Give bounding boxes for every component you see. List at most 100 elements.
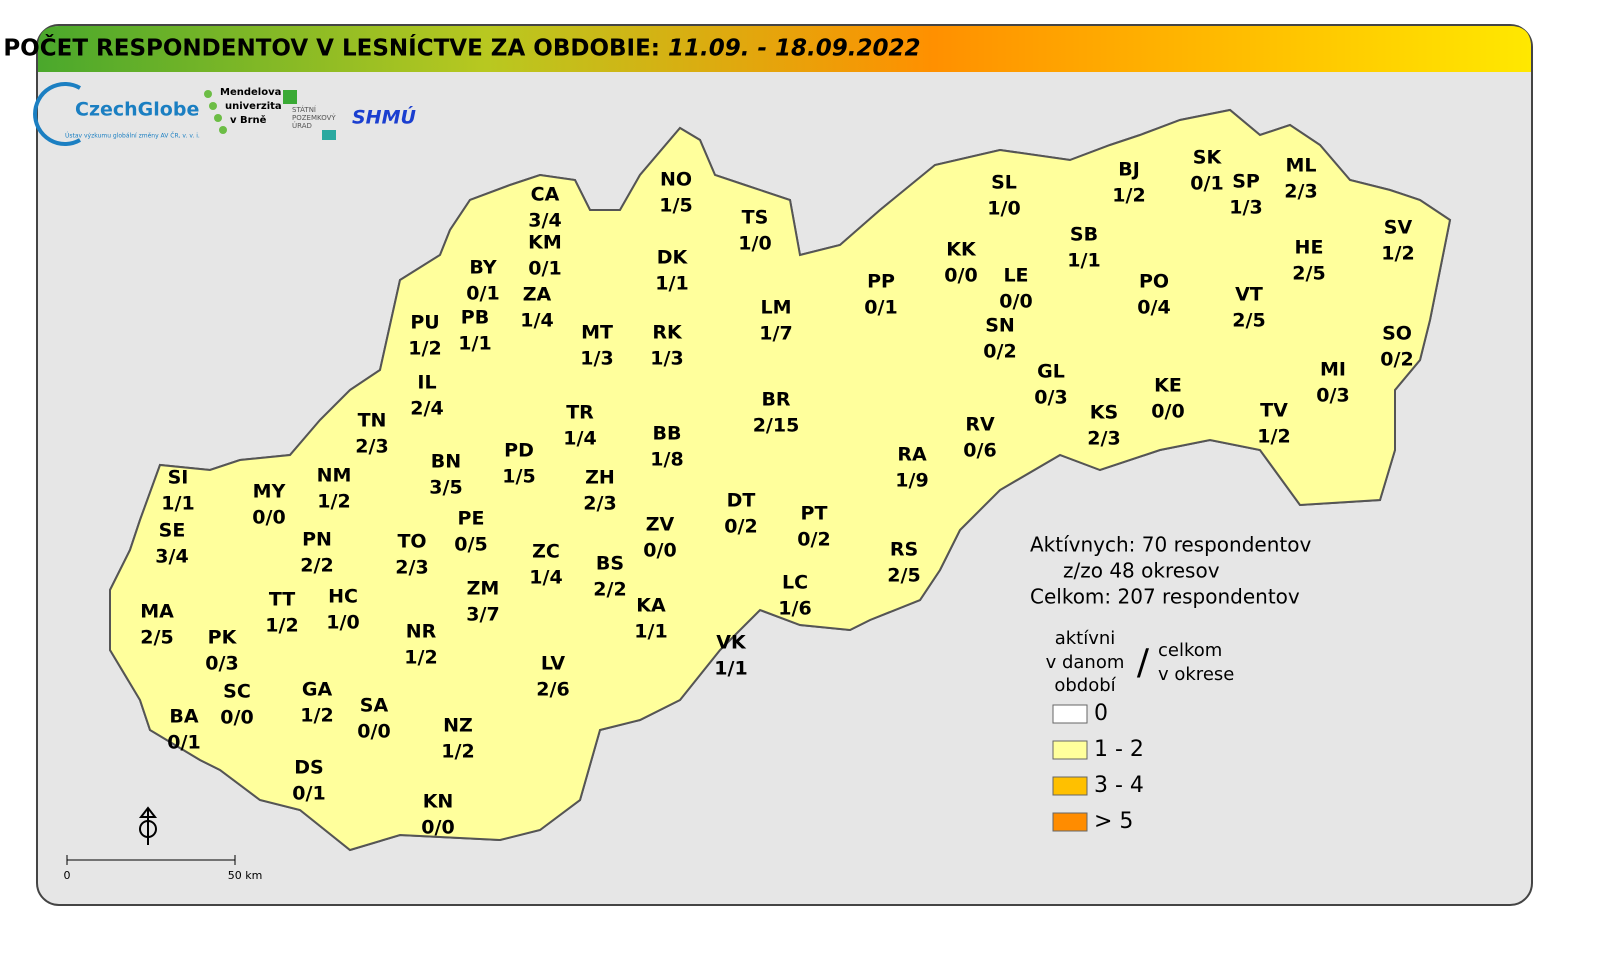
district-counts: 1/2 <box>1257 426 1290 448</box>
dot <box>209 102 217 110</box>
district-code: GA <box>302 679 333 701</box>
district-counts: 1/7 <box>759 323 792 345</box>
district-code: RA <box>897 444 927 466</box>
logo-text: ÚRAD <box>292 121 312 130</box>
district-code: PP <box>867 271 895 293</box>
district-code: SN <box>985 315 1015 337</box>
district-counts: 0/0 <box>252 507 285 529</box>
district-counts: 2/2 <box>300 555 333 577</box>
district-counts: 1/2 <box>408 338 441 360</box>
district-counts: 0/2 <box>724 516 757 538</box>
district-code: SA <box>360 695 389 717</box>
district-counts: 0/1 <box>864 297 897 319</box>
district-code: TR <box>566 402 594 424</box>
district-counts: 3/4 <box>155 546 188 568</box>
district-code: PB <box>461 307 489 329</box>
logos: CzechGlobe Ústav výzkumu globální změny … <box>33 82 416 146</box>
legend-swatch <box>1052 812 1088 832</box>
district-counts: 1/1 <box>458 333 491 355</box>
legend-left: v danom <box>1046 652 1125 673</box>
scale-label: 0 <box>64 869 71 882</box>
legend-swatch <box>1052 740 1088 760</box>
scale-label: 50 km <box>228 869 263 882</box>
district-code: CA <box>531 184 560 206</box>
district-counts: 1/2 <box>404 647 437 669</box>
district-counts: 1/1 <box>655 273 688 295</box>
district-code: IL <box>417 372 436 394</box>
district-counts: 0/3 <box>1316 385 1349 407</box>
district-code: TO <box>397 531 426 553</box>
district-code: MT <box>581 322 613 344</box>
district-counts: 0/3 <box>205 653 238 675</box>
stats: Aktívnych: 70 respondentov z/zo 48 okres… <box>1030 533 1311 609</box>
district-code: KA <box>636 595 666 617</box>
district-code: MI <box>1320 359 1346 381</box>
district-counts: 1/4 <box>529 567 562 589</box>
district-code: PD <box>504 440 534 462</box>
district-counts: 3/5 <box>429 477 462 499</box>
district-code: MA <box>140 601 174 623</box>
legend-label: > 5 <box>1094 809 1133 834</box>
district-counts: 2/2 <box>593 579 626 601</box>
arrow-circle <box>139 820 157 838</box>
district-counts: 0/0 <box>999 291 1032 313</box>
legend-swatch <box>1052 776 1088 796</box>
district-counts: 1/4 <box>520 310 553 332</box>
district-code: KM <box>528 232 562 254</box>
district-code: BB <box>653 423 682 445</box>
district-code: KS <box>1090 402 1118 424</box>
district-counts: 1/2 <box>317 491 350 513</box>
district-code: PT <box>801 503 828 525</box>
dot <box>219 126 227 134</box>
logo-text: STÁTNÍ <box>292 105 316 114</box>
district-counts: 1/9 <box>895 470 928 492</box>
district-counts: 0/1 <box>1190 173 1223 195</box>
scale-bar: 0 50 km <box>64 855 263 882</box>
district-code: SI <box>168 467 189 489</box>
district-counts: 3/7 <box>466 604 499 626</box>
district-counts: 0/0 <box>944 265 977 287</box>
legend-left: aktívni <box>1055 628 1116 649</box>
logo-text: Mendelova <box>220 87 281 98</box>
district-code: MY <box>253 481 286 503</box>
district-counts: 0/2 <box>983 341 1016 363</box>
district-code: SV <box>1384 217 1413 239</box>
district-counts: 1/2 <box>441 741 474 763</box>
district-counts: 0/1 <box>528 258 561 280</box>
district-code: SE <box>159 520 186 542</box>
title: POČET RESPONDENTOV V LESNÍCTVE ZA OBDOBI… <box>3 34 660 62</box>
district-code: GL <box>1037 361 1065 383</box>
district-counts: 0/0 <box>643 540 676 562</box>
logo-text: univerzita <box>225 101 282 112</box>
district-counts: 0/1 <box>466 283 499 305</box>
district-counts: 0/5 <box>454 534 487 556</box>
district-code: HE <box>1295 237 1324 259</box>
district-counts: 0/1 <box>167 732 200 754</box>
legend-left: období <box>1054 675 1116 696</box>
district-code: NO <box>660 169 692 191</box>
district-counts: 0/4 <box>1137 297 1170 319</box>
district-counts: 1/5 <box>502 466 535 488</box>
logo-square <box>283 90 297 104</box>
district-counts: 0/0 <box>421 817 454 839</box>
district-counts: 1/1 <box>634 621 667 643</box>
district-code: BN <box>431 451 461 473</box>
district-counts: 1/0 <box>326 612 359 634</box>
district-code: PU <box>410 312 439 334</box>
district-code: DS <box>294 757 323 779</box>
district-code: PN <box>302 529 332 551</box>
district-counts: 0/2 <box>797 529 830 551</box>
district-code: NM <box>317 465 352 487</box>
district-counts: 0/0 <box>220 707 253 729</box>
district-code: PE <box>458 508 485 530</box>
district-counts: 1/1 <box>161 493 194 515</box>
district-code: LC <box>782 572 808 594</box>
district-code: PK <box>208 627 238 649</box>
logo-text: CzechGlobe <box>75 99 199 121</box>
district-counts: 2/6 <box>536 679 569 701</box>
logo-text: v Brně <box>230 114 267 126</box>
district-counts: 1/0 <box>987 198 1020 220</box>
district-code: HC <box>328 586 358 608</box>
